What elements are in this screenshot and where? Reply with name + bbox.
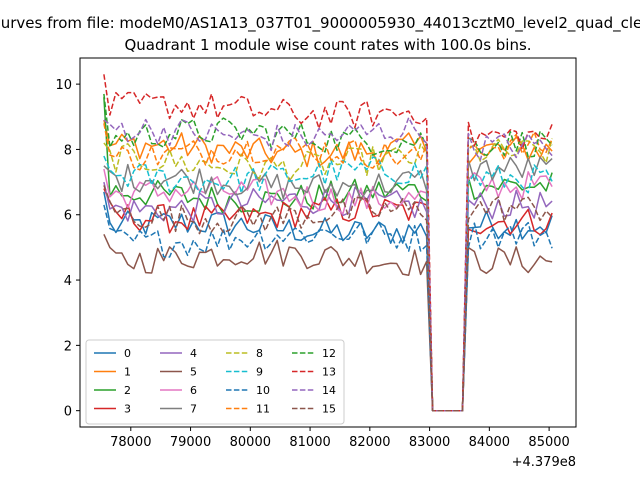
y-tick-label: 4	[64, 274, 72, 289]
legend-box	[85, 339, 345, 425]
series-line-11	[103, 123, 553, 412]
y-tick-label: 0	[64, 405, 72, 420]
y-tick-label: 6	[64, 209, 72, 224]
x-tick-label: 82000	[349, 435, 390, 450]
plot-frame	[79, 57, 577, 428]
legend-label-15: 15	[322, 403, 336, 416]
series-line-5	[103, 233, 553, 412]
legend-label-12: 12	[322, 347, 336, 360]
legend-label-6: 6	[190, 384, 197, 397]
legend-label-10: 10	[256, 384, 270, 397]
chart-title: Quadrant 1 module wise count rates with …	[124, 36, 531, 54]
x-axis-ticks: 78000 79000 80000 81000 82000 83000 84000 85000	[110, 427, 570, 450]
y-tick-label: 10	[55, 78, 72, 93]
legend-label-7: 7	[190, 403, 197, 416]
x-tick-label: 78000	[110, 435, 151, 450]
y-tick-label: 2	[64, 339, 72, 354]
series-line-6	[103, 168, 553, 412]
legend-label-11: 11	[256, 403, 270, 416]
y-tick-label: 8	[64, 143, 72, 158]
series-line-4	[103, 181, 553, 412]
legend-label-2: 2	[124, 384, 131, 397]
legend-label-13: 13	[322, 366, 336, 379]
series-layer	[103, 74, 553, 412]
x-tick-label: 81000	[289, 435, 330, 450]
legend-label-3: 3	[124, 403, 131, 416]
series-line-9	[103, 155, 553, 412]
series-line-14	[103, 116, 553, 412]
x-tick-label: 79000	[170, 435, 211, 450]
x-offset-label: +4.379e8	[512, 455, 576, 470]
series-line-10	[103, 204, 553, 412]
series-line-3	[103, 188, 553, 412]
series-line-15	[103, 185, 553, 412]
x-tick-label: 84000	[469, 435, 510, 450]
legend-label-1: 1	[124, 366, 131, 379]
legend-label-14: 14	[322, 384, 336, 397]
x-tick-label: 83000	[409, 435, 450, 450]
series-line-8	[103, 138, 553, 412]
legend-label-4: 4	[190, 347, 197, 360]
series-line-7	[103, 156, 553, 412]
y-axis-ticks: 0 2 4 6 8 10	[55, 78, 80, 420]
x-tick-label: 80000	[230, 435, 271, 450]
legend-label-0: 0	[124, 347, 131, 360]
chart-suptitle: Light curves from file: modeM0/AS1A13_03…	[0, 14, 640, 33]
legend-label-5: 5	[190, 366, 197, 379]
legend-label-9: 9	[256, 366, 263, 379]
x-tick-label: 85000	[528, 435, 569, 450]
series-line-12	[103, 93, 553, 412]
legend-label-8: 8	[256, 347, 263, 360]
